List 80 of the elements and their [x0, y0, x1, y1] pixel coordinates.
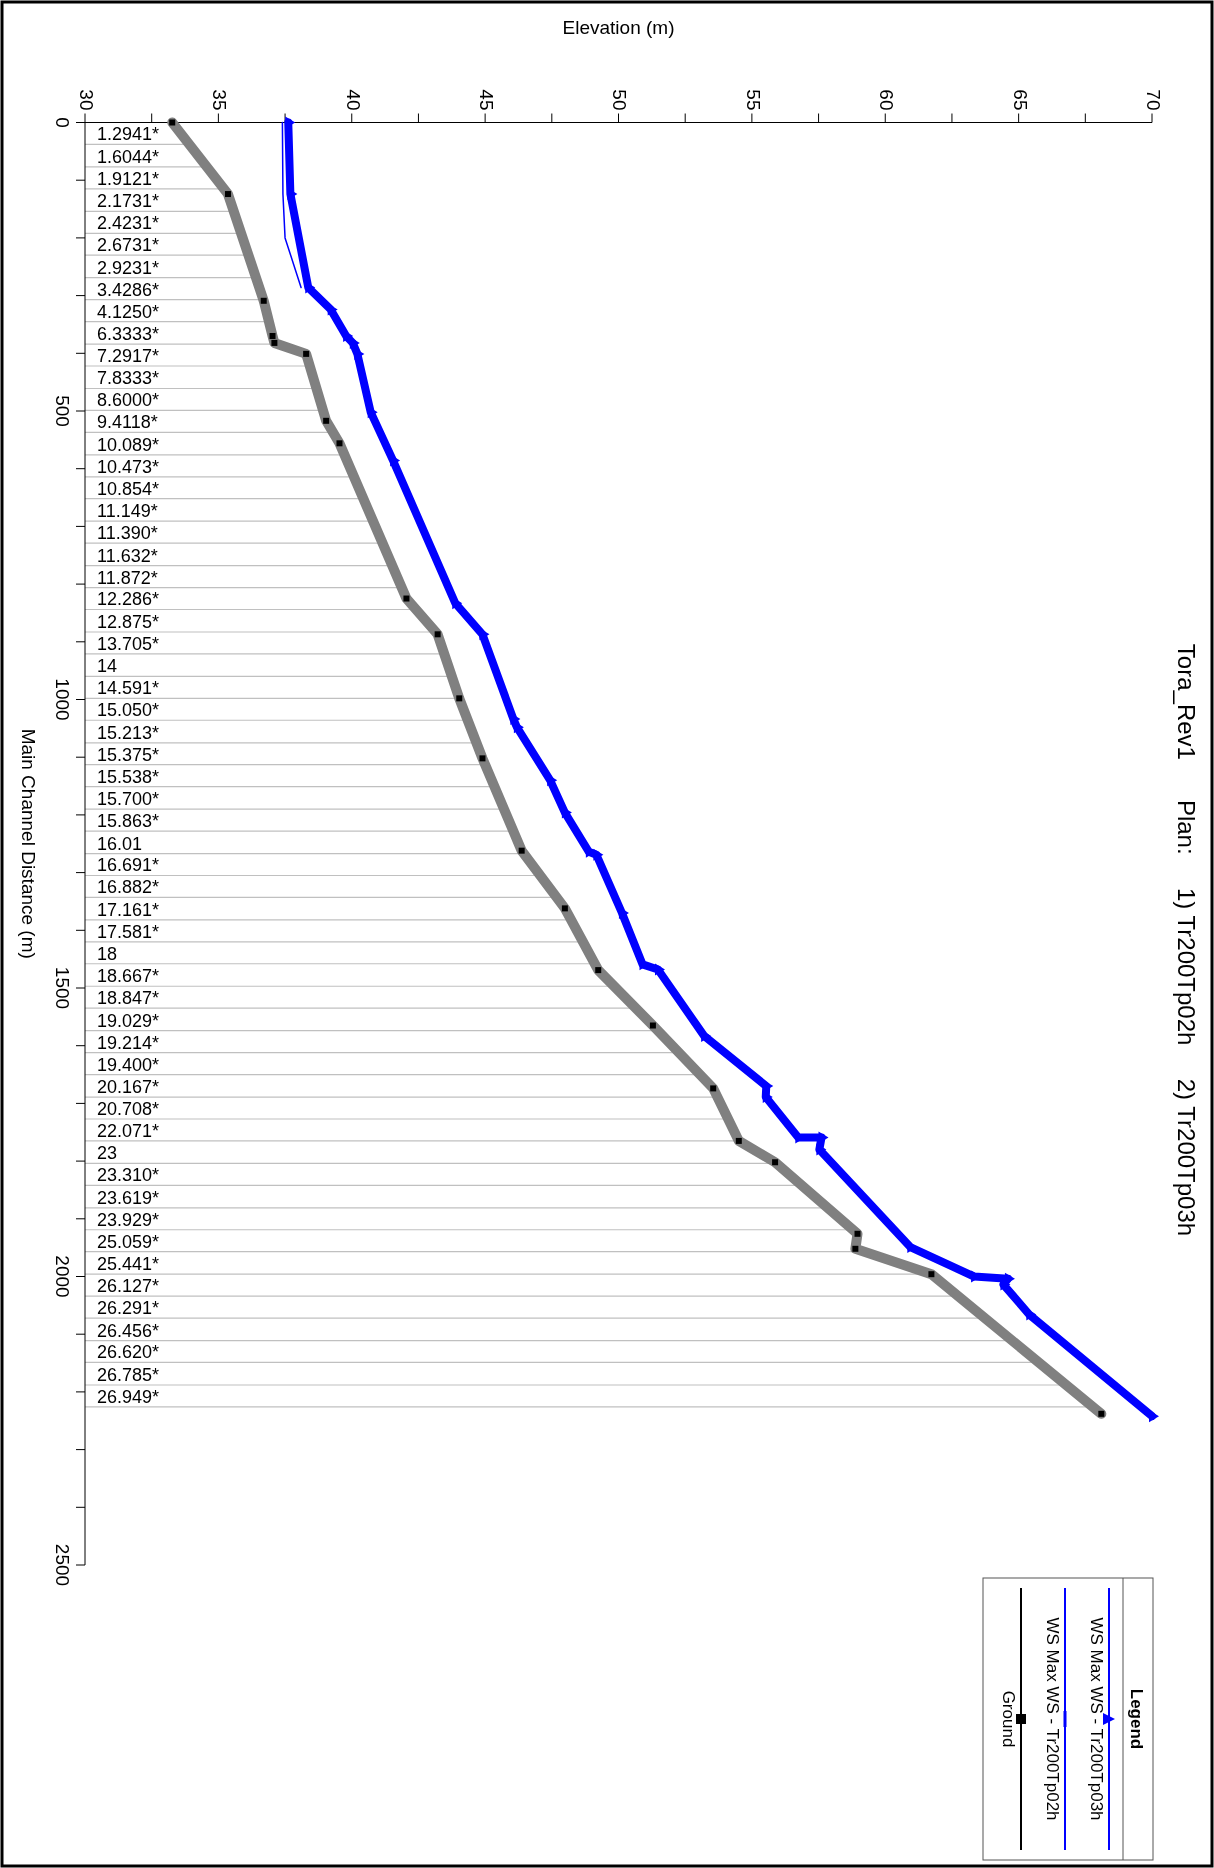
annotation: 26.291*: [97, 1298, 160, 1319]
annotation: 25.441*: [97, 1254, 160, 1275]
annotation: 22.071*: [97, 1120, 160, 1141]
annotation: 15.538*: [97, 766, 160, 787]
annotation: 2.6731*: [97, 235, 160, 256]
annotation: 3.4286*: [97, 279, 160, 300]
annotation: 18.667*: [97, 966, 160, 987]
x-tick-label: 55: [742, 89, 764, 111]
y-tick-label: 2000: [51, 1255, 73, 1298]
annotation: 12.875*: [97, 611, 160, 632]
x-tick-label: 50: [609, 89, 631, 111]
annotation: 18: [97, 943, 118, 964]
annotation: 2.4231*: [97, 213, 160, 234]
annotation: 20.708*: [97, 1098, 160, 1119]
annotation: 18.847*: [97, 988, 160, 1009]
annotation: 17.581*: [97, 921, 160, 942]
y-tick-label: 0: [51, 117, 73, 128]
annotation: 8.6000*: [97, 390, 160, 411]
legend-label: Ground: [999, 1690, 1018, 1748]
annotation: 1.9121*: [97, 168, 160, 189]
annotation: 7.2917*: [97, 345, 160, 366]
annotation: 16.882*: [97, 877, 160, 898]
annotation: 23: [97, 1143, 118, 1164]
annotation: 4.1250*: [97, 301, 160, 322]
annotation: 16.691*: [97, 855, 160, 876]
annotation: 15.050*: [97, 700, 160, 721]
legend-label: WS Max WS - Tr200Tp03h: [1087, 1617, 1106, 1821]
annotation: 23.929*: [97, 1209, 160, 1230]
annotation: 12.286*: [97, 589, 160, 610]
annotation: 1.2941*: [97, 124, 160, 145]
annotation: 20.167*: [97, 1077, 160, 1098]
annotation: 11.149*: [97, 501, 158, 522]
annotation: 26.785*: [97, 1364, 160, 1385]
annotation: 25.059*: [97, 1231, 160, 1252]
annotation: 23.310*: [97, 1165, 160, 1186]
annotation: 26.456*: [97, 1320, 160, 1341]
x-axis-title: Elevation (m): [562, 17, 675, 38]
annotation: 1.6044*: [97, 146, 160, 167]
annotation: 9.4118*: [97, 412, 158, 433]
annotation: 6.3333*: [97, 324, 160, 345]
x-tick-label: 30: [75, 89, 97, 111]
y-tick-label: 1500: [51, 966, 73, 1010]
annotation: 11.390*: [97, 523, 158, 544]
annotation: 15.863*: [97, 811, 160, 832]
annotation: 26.127*: [97, 1276, 160, 1297]
annotation: 15.213*: [97, 722, 160, 743]
annotation: 2.1731*: [97, 191, 160, 212]
annotation: 19.029*: [97, 1010, 160, 1031]
annotation: 19.400*: [97, 1054, 160, 1075]
x-tick-label: 65: [1009, 89, 1031, 111]
text: Tora_Rev1 Plan: 1) Tr200Tp02h 2) Tr200Tp03h: [1173, 643, 1200, 1237]
annotation: 14: [97, 656, 118, 677]
annotation: 23.619*: [97, 1187, 160, 1208]
annotation: 10.473*: [97, 456, 160, 477]
annotation: 26.620*: [97, 1342, 160, 1363]
annotation: 15.375*: [97, 744, 160, 765]
y-tick-label: 500: [51, 395, 73, 427]
annotation: 15.700*: [97, 789, 160, 810]
y-tick-label: 1000: [51, 678, 73, 721]
x-tick-label: 40: [342, 89, 364, 111]
x-tick-label: 35: [209, 89, 231, 111]
x-tick-label: 60: [876, 89, 898, 111]
annotation: 11.632*: [97, 545, 158, 566]
x-tick-label: 45: [476, 89, 498, 111]
annotation: 14.591*: [97, 678, 160, 699]
legend-label: WS Max WS - Tr200Tp02h: [1043, 1617, 1062, 1821]
y-axis-title: Main Channel Distance (m): [18, 728, 39, 959]
annotation: 26.949*: [97, 1386, 160, 1407]
x-tick-label: 70: [1142, 89, 1164, 111]
annotation: 17.161*: [97, 899, 160, 920]
annotation: 7.8333*: [97, 368, 160, 389]
annotation: 2.9231*: [97, 257, 160, 278]
annotation: 19.214*: [97, 1032, 160, 1053]
legend-title: Legend: [1127, 1688, 1146, 1750]
annotation: 16.01: [97, 833, 143, 854]
annotation: 10.089*: [97, 434, 160, 455]
annotation: 13.705*: [97, 633, 160, 654]
annotation: 11.872*: [97, 567, 158, 588]
annotation: 10.854*: [97, 478, 160, 499]
y-tick-label: 2500: [51, 1543, 73, 1587]
